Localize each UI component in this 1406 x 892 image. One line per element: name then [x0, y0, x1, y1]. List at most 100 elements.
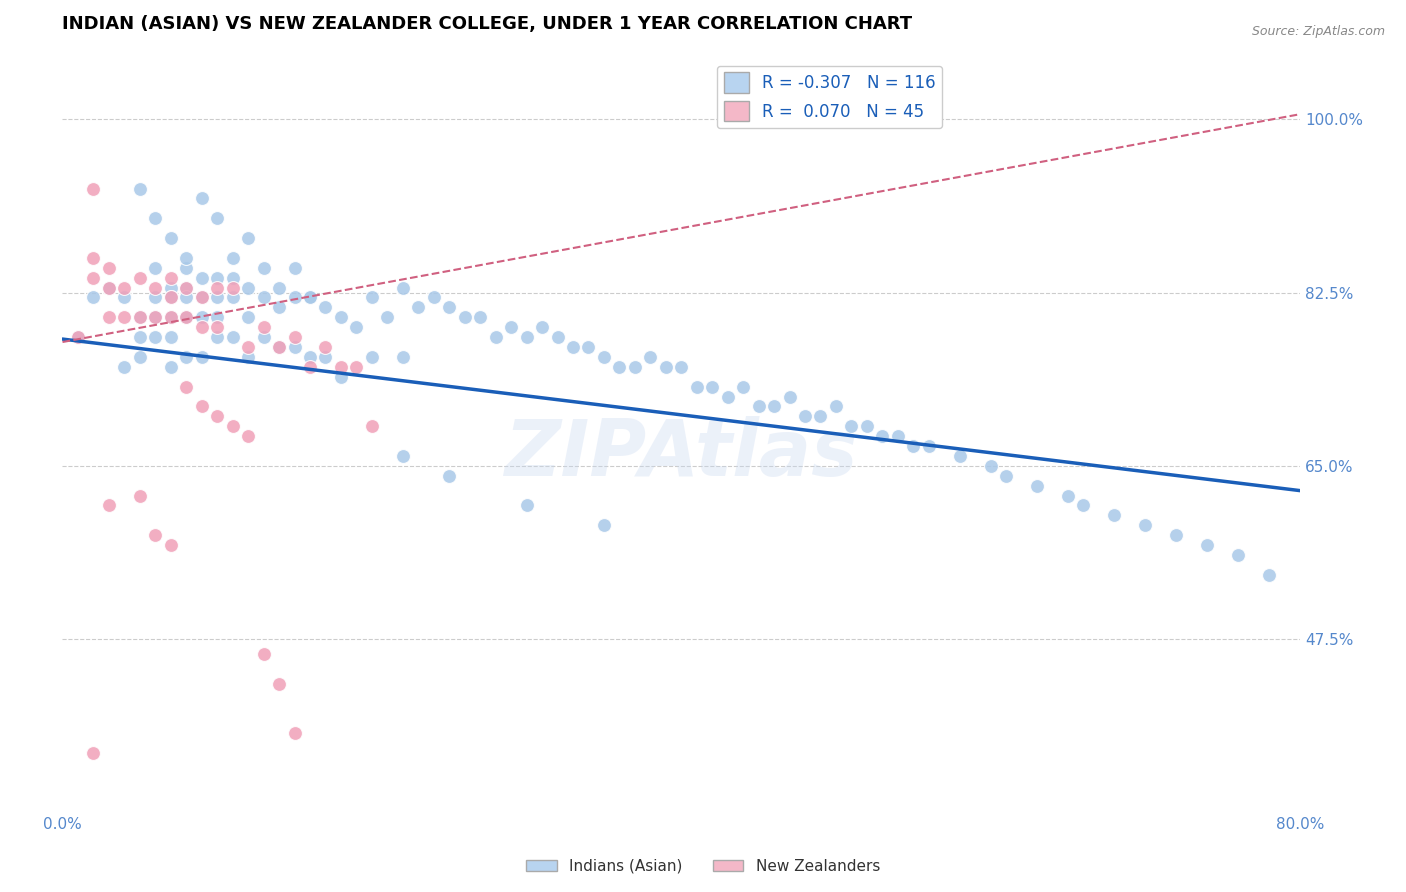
Point [190, 191, 212, 205]
Point [360, 350, 382, 364]
Point [112, 280, 135, 294]
Point [748, 400, 770, 414]
Point [97, 310, 120, 325]
Point [128, 181, 150, 195]
Point [66, 330, 89, 344]
Point [1026, 478, 1049, 492]
Point [159, 290, 181, 304]
Point [1166, 528, 1188, 542]
Point [236, 231, 259, 245]
Point [221, 290, 243, 304]
Point [314, 340, 336, 354]
Point [624, 359, 647, 374]
Point [159, 310, 181, 325]
Point [531, 320, 554, 334]
Point [391, 350, 413, 364]
Point [221, 280, 243, 294]
Point [159, 538, 181, 552]
Point [159, 270, 181, 285]
Point [174, 310, 197, 325]
Point [1227, 548, 1250, 562]
Point [174, 251, 197, 265]
Point [143, 330, 166, 344]
Point [779, 390, 801, 404]
Point [298, 290, 321, 304]
Point [82, 181, 104, 195]
Point [128, 489, 150, 503]
Point [283, 330, 305, 344]
Point [128, 310, 150, 325]
Point [501, 320, 523, 334]
Point [329, 369, 352, 384]
Point [143, 528, 166, 542]
Point [159, 310, 181, 325]
Point [283, 340, 305, 354]
Point [516, 330, 538, 344]
Point [82, 746, 104, 760]
Point [423, 290, 446, 304]
Point [174, 260, 197, 275]
Text: INDIAN (ASIAN) VS NEW ZEALANDER COLLEGE, UNDER 1 YEAR CORRELATION CHART: INDIAN (ASIAN) VS NEW ZEALANDER COLLEGE,… [62, 15, 912, 33]
Point [314, 350, 336, 364]
Point [252, 260, 274, 275]
Point [360, 419, 382, 434]
Point [128, 270, 150, 285]
Point [143, 211, 166, 226]
Point [174, 280, 197, 294]
Point [205, 280, 228, 294]
Point [205, 211, 228, 226]
Point [236, 340, 259, 354]
Point [329, 359, 352, 374]
Point [190, 290, 212, 304]
Text: ZIPAtlas: ZIPAtlas [505, 416, 858, 492]
Point [174, 379, 197, 393]
Point [159, 280, 181, 294]
Point [267, 280, 290, 294]
Point [593, 350, 616, 364]
Point [763, 400, 786, 414]
Legend: R = -0.307   N = 116, R =  0.070   N = 45: R = -0.307 N = 116, R = 0.070 N = 45 [717, 66, 942, 128]
Point [97, 260, 120, 275]
Point [267, 340, 290, 354]
Point [391, 280, 413, 294]
Point [1104, 508, 1126, 523]
Point [918, 439, 941, 453]
Point [267, 301, 290, 315]
Point [97, 280, 120, 294]
Point [190, 270, 212, 285]
Point [143, 310, 166, 325]
Point [485, 330, 508, 344]
Point [593, 518, 616, 533]
Point [686, 379, 709, 393]
Point [190, 290, 212, 304]
Point [733, 379, 755, 393]
Point [221, 330, 243, 344]
Point [252, 330, 274, 344]
Point [470, 310, 492, 325]
Point [344, 359, 367, 374]
Point [717, 390, 740, 404]
Point [344, 320, 367, 334]
Point [314, 301, 336, 315]
Point [298, 350, 321, 364]
Point [66, 330, 89, 344]
Point [1258, 567, 1281, 582]
Point [794, 409, 817, 424]
Point [174, 310, 197, 325]
Legend: Indians (Asian), New Zealanders: Indians (Asian), New Zealanders [520, 853, 886, 880]
Point [547, 330, 569, 344]
Point [159, 231, 181, 245]
Point [516, 499, 538, 513]
Point [995, 468, 1018, 483]
Point [143, 260, 166, 275]
Point [143, 280, 166, 294]
Point [159, 290, 181, 304]
Point [949, 449, 972, 463]
Point [298, 290, 321, 304]
Point [97, 499, 120, 513]
Point [609, 359, 631, 374]
Point [887, 429, 910, 443]
Point [236, 429, 259, 443]
Point [1073, 499, 1095, 513]
Point [221, 251, 243, 265]
